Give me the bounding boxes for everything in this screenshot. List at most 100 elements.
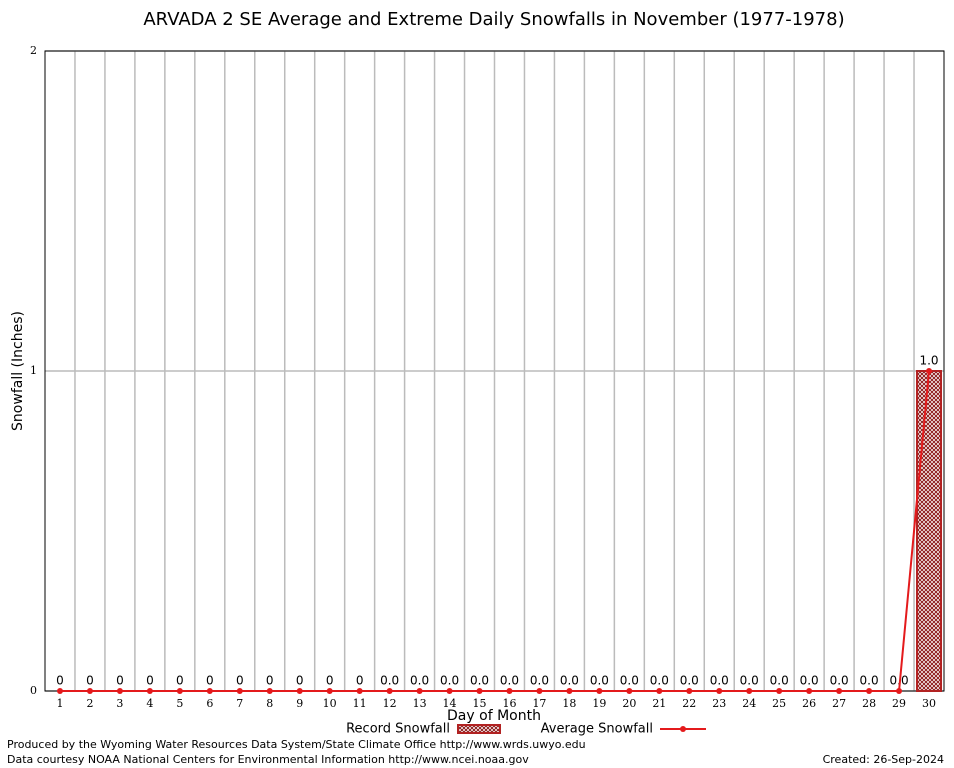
value-label: 0.0 [740, 674, 759, 688]
x-tick-label: 4 [146, 697, 153, 710]
point [446, 688, 453, 694]
value-label: 0 [266, 674, 274, 688]
x-tick-label: 19 [592, 697, 606, 710]
point [266, 688, 273, 694]
value-label: 0.0 [680, 674, 699, 688]
point [626, 688, 633, 694]
value-label: 0 [236, 674, 244, 688]
x-tick-label: 17 [532, 697, 546, 710]
footer: Produced by the Wyoming Water Resources … [7, 738, 586, 751]
value-label: 0.0 [650, 674, 669, 688]
point [836, 688, 843, 694]
y-tick-label: 1 [30, 364, 37, 377]
legend-swatch [680, 726, 686, 732]
point [536, 688, 543, 694]
x-tick-label: 25 [772, 697, 786, 710]
x-tick-label: 10 [323, 697, 337, 710]
x-tick-label: 9 [296, 697, 303, 710]
x-tick-label: 16 [502, 697, 516, 710]
bar [916, 370, 943, 692]
x-tick-label: 5 [176, 697, 183, 710]
legend-label: Record Snowfall [346, 722, 450, 737]
value-label: 0.0 [830, 674, 849, 688]
point [86, 688, 93, 694]
point [326, 688, 333, 694]
footer: Data courtesy NOAA National Centers for … [7, 753, 529, 766]
value-label: 0 [176, 674, 184, 688]
footer: Created: 26-Sep-2024 [823, 753, 944, 766]
value-label: 1.0 [919, 354, 938, 368]
point [806, 688, 813, 694]
value-label: 0.0 [710, 674, 729, 688]
value-label: 0 [146, 674, 154, 688]
x-tick-label: 11 [353, 697, 367, 710]
point [56, 688, 63, 694]
x-tick-label: 26 [802, 697, 816, 710]
line [59, 370, 931, 692]
x-tick-label: 15 [473, 697, 487, 710]
y-tick-label: 0 [30, 684, 37, 697]
x-tick-label: 30 [922, 697, 936, 710]
x-tick-label: 12 [383, 697, 397, 710]
x-tick-label: 21 [652, 697, 666, 710]
value-label: 0.0 [620, 674, 639, 688]
point [746, 688, 753, 694]
point [896, 688, 903, 694]
x-tick-label: 3 [116, 697, 123, 710]
value-label: 0.0 [590, 674, 609, 688]
chart-title: ARVADA 2 SE Average and Extreme Daily Sn… [143, 9, 844, 30]
point [506, 688, 513, 694]
x-tick-label: 24 [742, 697, 756, 710]
value-label: 0.0 [440, 674, 459, 688]
value-label: 0 [86, 674, 94, 688]
value-label: 0 [56, 674, 64, 688]
point [716, 688, 723, 694]
value-label: 0.0 [800, 674, 819, 688]
value-label: 0.0 [500, 674, 519, 688]
point [146, 688, 153, 694]
point [416, 688, 423, 694]
point [176, 688, 183, 694]
point [686, 688, 693, 694]
value-label: 0.0 [770, 674, 789, 688]
value-label: 0.0 [410, 674, 429, 688]
legend-swatch [457, 724, 501, 734]
value-label: 0 [116, 674, 124, 688]
x-tick-label: 7 [236, 697, 243, 710]
x-axis-label: Day of Month [447, 708, 541, 724]
value-label: 0.0 [380, 674, 399, 688]
point [476, 688, 483, 694]
x-tick-label: 13 [413, 697, 427, 710]
point [566, 688, 573, 694]
x-tick-label: 27 [832, 697, 846, 710]
y-tick-label: 2 [30, 44, 37, 57]
point [926, 368, 933, 374]
legend-label: Average Snowfall [541, 722, 653, 737]
value-label: 0 [296, 674, 304, 688]
value-label: 0.0 [470, 674, 489, 688]
value-label: 0 [326, 674, 334, 688]
point [596, 688, 603, 694]
y-axis-label: Snowfall (Inches) [10, 311, 26, 431]
point [236, 688, 243, 694]
point [356, 688, 363, 694]
point [656, 688, 663, 694]
value-label: 0 [206, 674, 214, 688]
x-tick-label: 14 [443, 697, 457, 710]
point [116, 688, 123, 694]
x-tick-label: 1 [56, 697, 63, 710]
point [866, 688, 873, 694]
value-label: 0.0 [530, 674, 549, 688]
x-tick-label: 23 [712, 697, 726, 710]
x-tick-label: 2 [86, 697, 93, 710]
x-tick-label: 8 [266, 697, 273, 710]
x-tick-label: 20 [622, 697, 636, 710]
point [386, 688, 393, 694]
value-label: 0.0 [560, 674, 579, 688]
x-tick-label: 28 [862, 697, 876, 710]
value-label: 0.0 [860, 674, 879, 688]
x-tick-label: 18 [562, 697, 576, 710]
x-tick-label: 22 [682, 697, 696, 710]
point [206, 688, 213, 694]
